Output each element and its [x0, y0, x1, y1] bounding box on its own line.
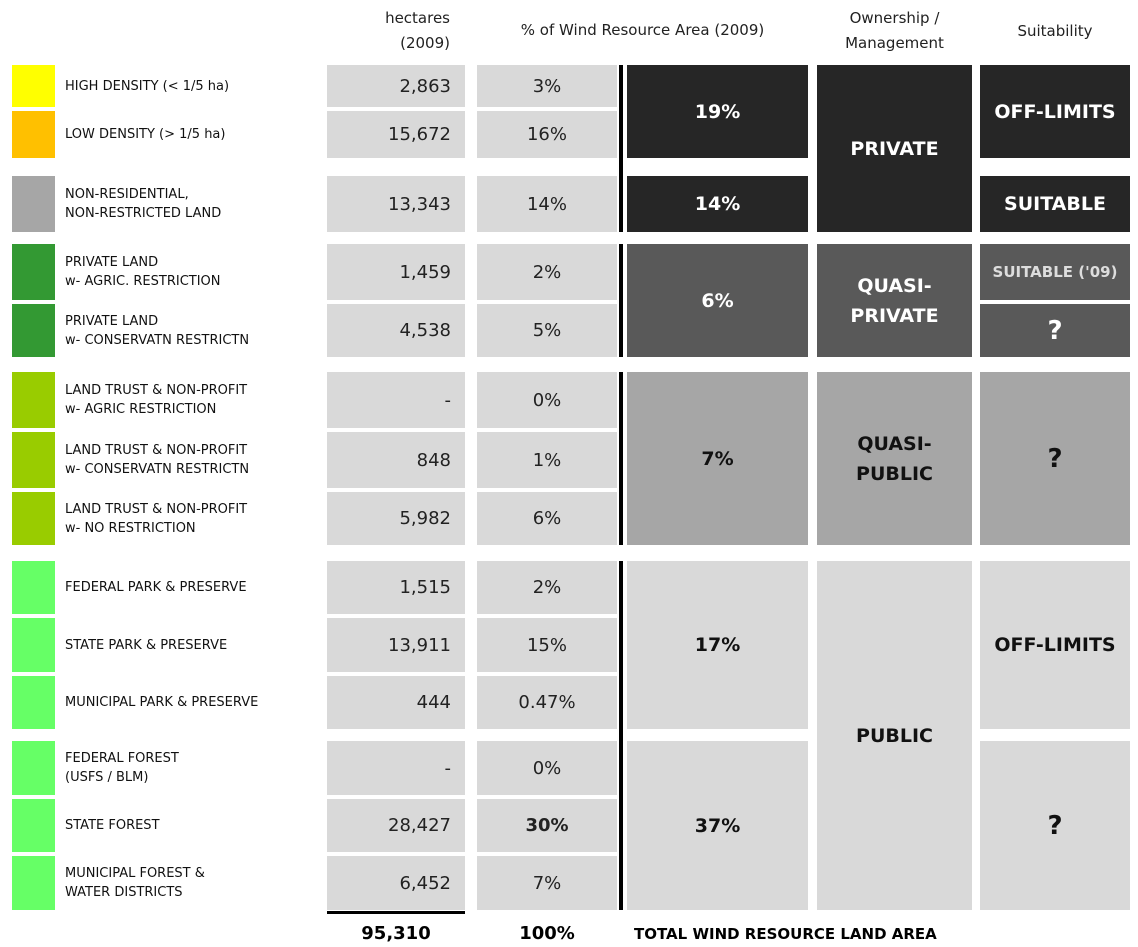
percent-cell: 14% — [477, 176, 617, 232]
hectares-cell: - — [327, 741, 465, 795]
suitability-cell: OFF-LIMITS — [980, 65, 1130, 158]
header-suitability: Suitability — [1017, 22, 1093, 40]
percent-cell: 2% — [477, 244, 617, 300]
hectares-cell: 444 — [327, 676, 465, 729]
row-label: LOW DENSITY (> 1/5 ha) — [65, 127, 226, 142]
row-label: FEDERAL PARK & PRESERVE — [65, 580, 247, 595]
percent-cell: 3% — [477, 65, 617, 107]
ownership-cell: PUBLIC — [817, 561, 972, 910]
total-rule — [327, 911, 465, 914]
suitability-cell: SUITABLE — [980, 176, 1130, 232]
hectares-cell: 13,343 — [327, 176, 465, 232]
row-label: LAND TRUST & NON-PROFIT w- AGRIC RESTRIC… — [65, 383, 248, 417]
hectares-cell: 13,911 — [327, 618, 465, 672]
swatch — [12, 111, 55, 158]
hectares-cell: - — [327, 372, 465, 428]
hectares-cell: 848 — [327, 432, 465, 488]
swatch — [12, 676, 55, 729]
suitability-cell: OFF-LIMITS — [980, 561, 1130, 729]
swatch — [12, 65, 55, 107]
percent-cell: 6% — [477, 492, 617, 545]
hectares-cell: 28,427 — [327, 799, 465, 852]
hectares-cell: 6,452 — [327, 856, 465, 910]
row-label: LAND TRUST & NON-PROFIT w- CONSERVATN RE… — [65, 443, 250, 477]
hectares-cell: 15,672 — [327, 111, 465, 158]
percent-cell: 5% — [477, 304, 617, 357]
group-divider — [619, 561, 623, 910]
total-label: TOTAL WIND RESOURCE LAND AREA — [634, 924, 937, 943]
group-percent: 37% — [627, 741, 808, 910]
total-hectares: 95,310 — [361, 922, 431, 944]
suitability-cell: ? — [980, 304, 1130, 357]
row-label: LAND TRUST & NON-PROFIT w- NO RESTRICTIO… — [65, 501, 248, 536]
hectares-cell: 1,515 — [327, 561, 465, 614]
swatch — [12, 176, 55, 232]
ownership-cell: QUASI- PUBLIC — [817, 372, 972, 545]
swatch — [12, 492, 55, 545]
swatch — [12, 372, 55, 428]
percent-cell: 30% — [477, 799, 617, 852]
header-ownership: Ownership / Management — [845, 9, 944, 52]
percent-cell: 16% — [477, 111, 617, 158]
hectares-cell: 4,538 — [327, 304, 465, 357]
header-hectares: hectares (2009) — [385, 9, 450, 52]
hectares-cell: 2,863 — [327, 65, 465, 107]
group-divider — [619, 372, 623, 545]
row-label: MUNICIPAL PARK & PRESERVE — [65, 695, 259, 710]
swatch — [12, 618, 55, 672]
swatch — [12, 304, 55, 357]
row-label: MUNICIPAL FOREST & WATER DISTRICTS — [65, 866, 205, 900]
group-percent: 19% — [627, 65, 808, 158]
percent-cell: 7% — [477, 856, 617, 910]
swatch — [12, 741, 55, 795]
swatch — [12, 856, 55, 910]
group-percent: 6% — [627, 244, 808, 357]
row-label: STATE FOREST — [65, 818, 160, 833]
percent-cell: 0% — [477, 372, 617, 428]
group-divider — [619, 65, 623, 232]
group-percent: 14% — [627, 176, 808, 232]
percent-cell: 0% — [477, 741, 617, 795]
header-percent: % of Wind Resource Area (2009) — [520, 21, 765, 39]
row-label: FEDERAL FOREST (USFS / BLM) — [65, 751, 179, 785]
suitability-cell: SUITABLE ('09) — [980, 244, 1130, 300]
swatch — [12, 799, 55, 852]
percent-cell: 2% — [477, 561, 617, 614]
percent-cell: 1% — [477, 432, 617, 488]
suitability-cell: ? — [980, 741, 1130, 910]
row-label: STATE PARK & PRESERVE — [65, 637, 228, 653]
row-label: NON-RESIDENTIAL, NON-RESTRICTED LAND — [65, 187, 222, 221]
hectares-cell: 1,459 — [327, 244, 465, 300]
ownership-cell: PRIVATE — [817, 65, 972, 232]
row-label: PRIVATE LAND w- AGRIC. RESTRICTION — [65, 255, 221, 289]
group-percent: 17% — [627, 561, 808, 729]
swatch — [12, 561, 55, 614]
group-percent: 7% — [627, 372, 808, 545]
total-percent: 100% — [519, 922, 575, 944]
hectares-cell: 5,982 — [327, 492, 465, 545]
swatch — [12, 244, 55, 300]
row-label: HIGH DENSITY (< 1/5 ha) — [65, 78, 230, 94]
suitability-cell: ? — [980, 372, 1130, 545]
swatch — [12, 432, 55, 488]
row-label: PRIVATE LAND w- CONSERVATN RESTRICTN — [65, 313, 250, 348]
group-divider — [619, 244, 623, 357]
percent-cell: 0.47% — [477, 676, 617, 729]
percent-cell: 15% — [477, 618, 617, 672]
ownership-cell: QUASI- PRIVATE — [817, 244, 972, 357]
